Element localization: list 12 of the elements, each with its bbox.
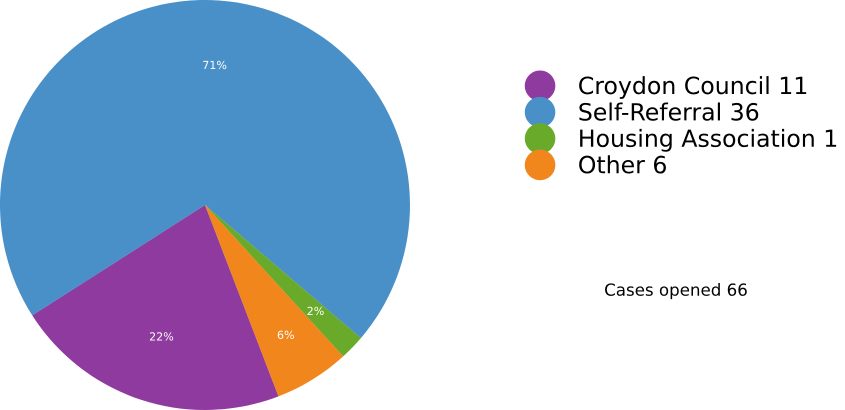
legend-label: Croydon Council 11 <box>579 76 806 99</box>
data-label: 22% <box>150 332 174 341</box>
text: Cases opened 66 <box>605 283 747 300</box>
pie-slice <box>205 205 344 396</box>
data-label: 2% <box>308 306 324 316</box>
data-label: 6% <box>278 330 294 340</box>
pie-slice <box>205 205 361 356</box>
legend-label: Other 6 <box>579 155 666 174</box>
legend-label: Self-Referral 36 <box>579 102 758 121</box>
data-label: 71% <box>203 60 226 70</box>
pie-slice <box>32 205 278 410</box>
legend-label: Housing Association 1 <box>580 128 836 152</box>
